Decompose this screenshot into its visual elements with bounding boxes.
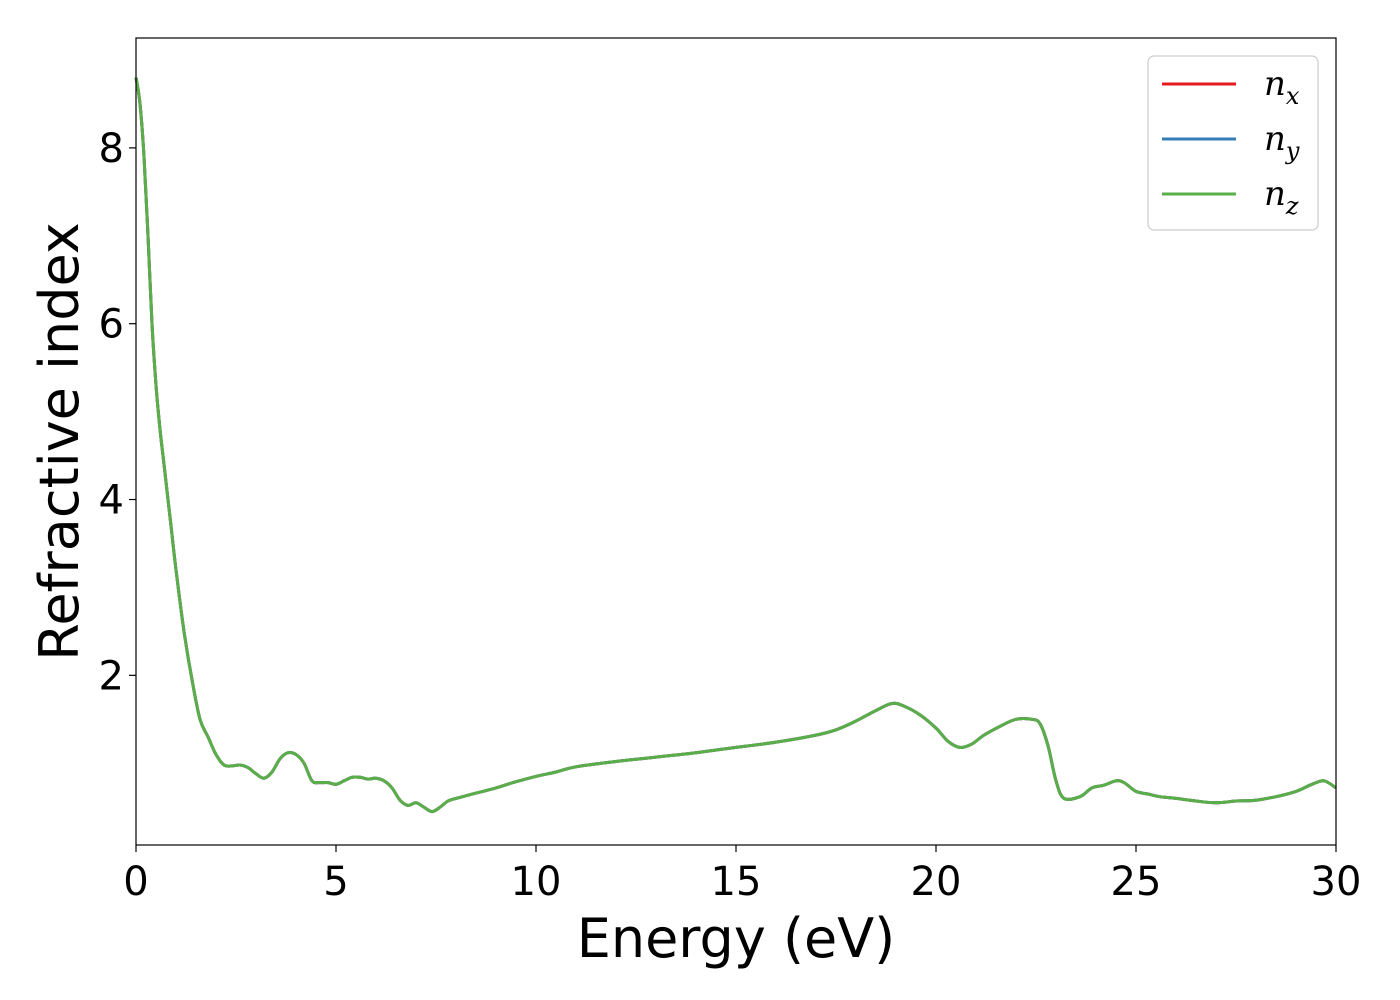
legend-subscript: y	[1285, 137, 1300, 165]
x-tick-label: 30	[1311, 859, 1362, 905]
legend-subscript: x	[1286, 82, 1300, 110]
legend-symbol: n	[1264, 64, 1286, 104]
series-lines	[134, 77, 1337, 814]
legend-label-ny: ny	[1264, 119, 1300, 165]
x-tick-label: 5	[323, 859, 348, 905]
legend-label-nx: nx	[1264, 64, 1300, 110]
y-axis-label: Refractive index	[28, 222, 91, 661]
y-tick-label: 2	[99, 653, 124, 699]
x-tick-label: 0	[123, 859, 148, 905]
legend-symbol: n	[1264, 119, 1286, 159]
x-tick-label: 10	[511, 859, 562, 905]
y-tick-label: 6	[99, 302, 124, 348]
legend-subscript: z	[1285, 192, 1299, 220]
y-tick-label: 4	[99, 478, 124, 524]
x-tick-label: 20	[911, 859, 962, 905]
x-tick-label: 25	[1111, 859, 1162, 905]
series-line-nz	[134, 77, 1337, 814]
legend-label-nz: nz	[1264, 174, 1299, 220]
legend-symbol: n	[1264, 174, 1286, 214]
x-axis-label: Energy (eV)	[577, 907, 896, 970]
x-tick-label: 15	[711, 859, 762, 905]
y-tick-label: 8	[99, 126, 124, 172]
axis-ticks: 0 5 10 15 20 25 30 2 4 6 8	[99, 126, 1362, 905]
legend-box	[1147, 55, 1319, 231]
